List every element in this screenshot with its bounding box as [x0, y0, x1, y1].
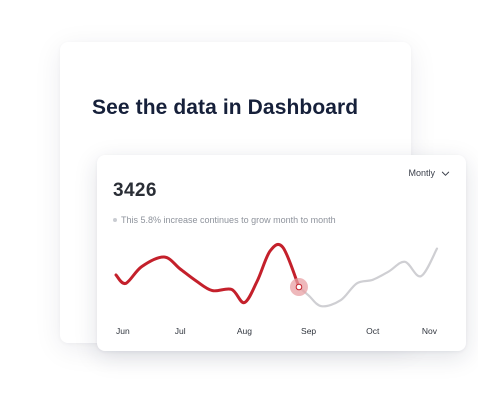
bullet-dot-icon	[113, 218, 117, 222]
x-tick-label: Aug	[237, 326, 252, 336]
x-tick-label: Sep	[301, 326, 316, 336]
series-line-actual	[114, 242, 301, 305]
page-headline: See the data in Dashboard	[92, 96, 359, 119]
chevron-down-icon	[441, 171, 450, 176]
dashboard-card: Montly 3426 This 5.8% increase continues…	[97, 155, 466, 351]
current-point-dot	[295, 283, 303, 291]
line-chart: Jun Jul Aug Sep Oct Nov	[114, 242, 439, 336]
series-line-projected	[297, 247, 439, 308]
period-dropdown-value: Montly	[408, 168, 435, 178]
period-dropdown[interactable]: Montly	[408, 168, 450, 178]
x-tick-label: Oct	[366, 326, 380, 336]
x-tick-label: Nov	[422, 326, 438, 336]
metric-value: 3426	[113, 180, 157, 201]
x-tick-label: Jun	[116, 326, 130, 336]
x-tick-label: Jul	[175, 326, 186, 336]
growth-note-text: This 5.8% increase continues to grow mon…	[121, 215, 336, 225]
growth-note: This 5.8% increase continues to grow mon…	[113, 215, 336, 225]
